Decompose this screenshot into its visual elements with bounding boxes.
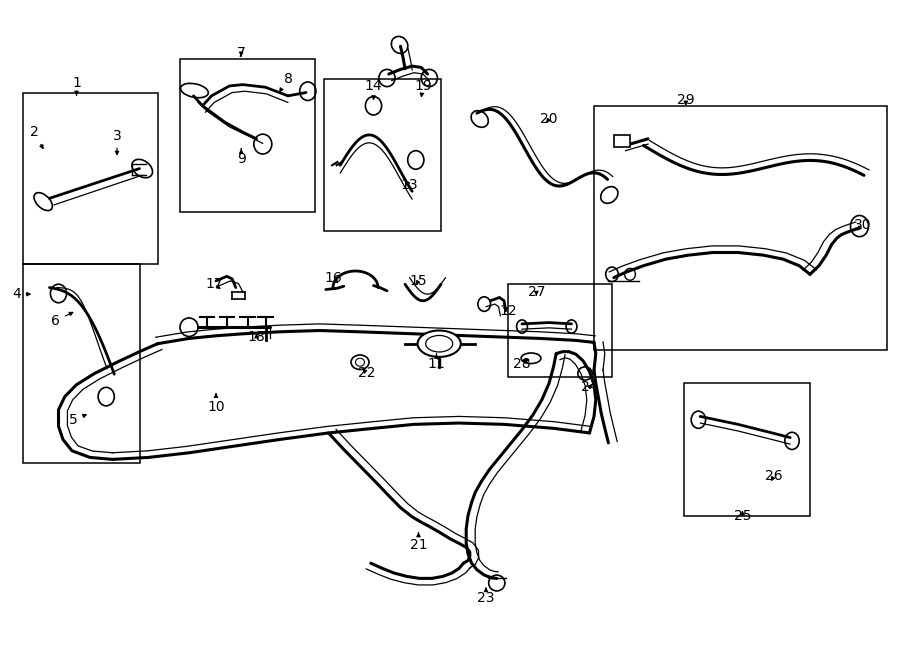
Text: 18: 18 xyxy=(248,330,266,344)
Text: 2: 2 xyxy=(30,125,43,149)
Bar xyxy=(594,106,886,350)
Text: 29: 29 xyxy=(677,93,695,108)
Text: 1: 1 xyxy=(72,75,81,95)
Text: 23: 23 xyxy=(477,588,495,605)
Text: 28: 28 xyxy=(513,356,531,371)
Text: 9: 9 xyxy=(237,149,246,166)
Ellipse shape xyxy=(418,330,461,357)
Bar xyxy=(22,264,140,463)
Text: 11: 11 xyxy=(428,354,446,371)
Bar xyxy=(324,79,441,231)
Text: 4: 4 xyxy=(12,287,30,301)
Text: 24: 24 xyxy=(580,379,598,394)
Text: 10: 10 xyxy=(207,394,225,414)
Bar xyxy=(508,284,612,377)
Text: 8: 8 xyxy=(280,72,292,92)
Text: 15: 15 xyxy=(410,274,427,288)
Text: 26: 26 xyxy=(765,469,783,483)
Text: 21: 21 xyxy=(410,533,427,553)
Bar xyxy=(180,59,315,212)
Text: 22: 22 xyxy=(358,366,376,381)
Bar xyxy=(614,135,630,147)
Bar xyxy=(22,93,158,264)
Text: 12: 12 xyxy=(500,303,518,318)
Bar xyxy=(684,383,810,516)
Text: 20: 20 xyxy=(540,112,558,126)
Text: 30: 30 xyxy=(853,217,871,232)
Text: 19: 19 xyxy=(414,79,432,97)
Text: 14: 14 xyxy=(364,79,382,99)
Text: 5: 5 xyxy=(69,412,86,427)
Text: 3: 3 xyxy=(112,128,122,155)
Text: 27: 27 xyxy=(527,285,545,299)
Text: 7: 7 xyxy=(237,46,246,60)
Text: 6: 6 xyxy=(51,313,73,328)
Text: 13: 13 xyxy=(400,178,418,192)
Text: 17: 17 xyxy=(205,277,223,292)
Text: 25: 25 xyxy=(734,508,752,523)
Text: 16: 16 xyxy=(324,270,342,285)
